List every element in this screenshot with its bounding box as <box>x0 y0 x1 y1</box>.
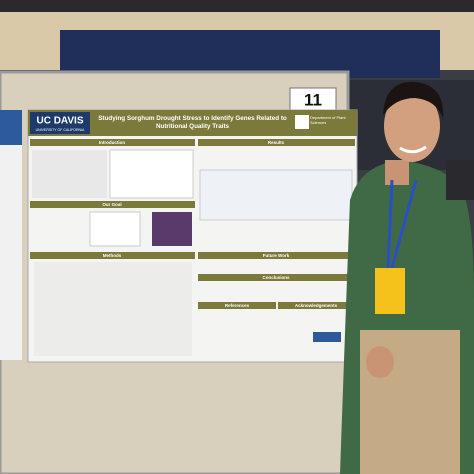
face <box>384 90 440 162</box>
section-bar <box>278 302 355 309</box>
section-bar <box>198 252 355 259</box>
sponsor-logo <box>313 332 341 342</box>
poster-title-box: Studying Sorghum Drought Stress to Ident… <box>98 115 287 130</box>
neighbor-poster-header <box>0 110 22 145</box>
qr-code <box>295 115 309 129</box>
section-header: Acknowledgements <box>295 303 338 308</box>
section-bar <box>30 252 195 259</box>
department-box: Department of Plant Sciences <box>310 115 346 125</box>
methods-block <box>34 262 192 356</box>
seats <box>60 30 440 78</box>
heatmap <box>152 212 192 246</box>
section-bar <box>198 302 276 309</box>
section-bar <box>30 201 195 208</box>
bystander <box>446 160 474 200</box>
section-header: Introduction <box>99 140 125 145</box>
lanyard <box>390 179 418 269</box>
university: UNIVERSITY OF CALIFORNIA <box>36 128 85 132</box>
section-bar <box>198 274 355 281</box>
hair <box>383 81 444 118</box>
section-header: Methods <box>103 253 122 258</box>
neck <box>385 160 409 185</box>
poster-title: Studying Sorghum Drought Stress to Ident… <box>98 115 287 130</box>
lanyard <box>386 179 394 269</box>
section-bar <box>30 139 195 146</box>
figure <box>89 211 141 247</box>
section-header: References <box>225 303 250 308</box>
section-header: Conclusions <box>262 275 289 280</box>
section-header: Our Goal <box>102 202 121 207</box>
booth-sign <box>289 87 337 113</box>
department: Department of Plant Sciences <box>310 115 346 125</box>
text-block <box>32 150 107 198</box>
section-bar <box>198 139 355 146</box>
booth-number: 11 <box>304 90 322 109</box>
ceiling <box>0 0 474 12</box>
section-header: Future Work <box>263 253 290 258</box>
results-figure <box>199 169 353 221</box>
smile <box>399 145 427 154</box>
logo-box <box>30 112 90 134</box>
institution: UC DAVIS <box>36 116 83 127</box>
badge <box>375 268 405 314</box>
figure <box>109 149 194 199</box>
section-header: Results <box>268 140 285 145</box>
hand <box>366 346 394 378</box>
neighbor-poster <box>0 110 22 360</box>
